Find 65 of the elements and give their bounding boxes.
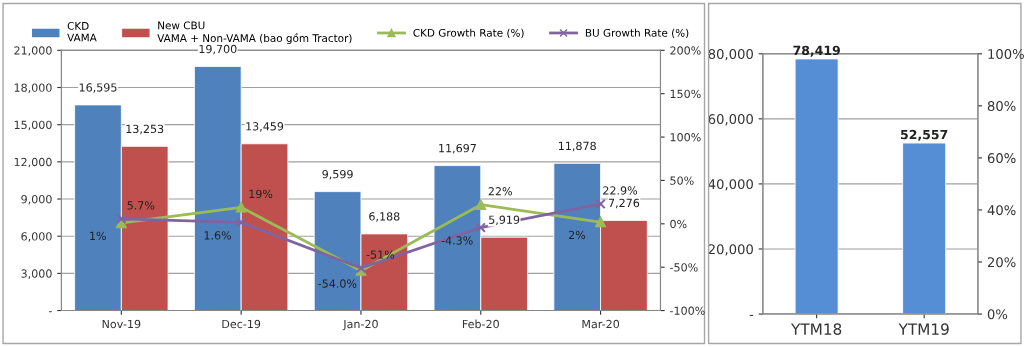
y-tick-label: 80,000 [708,49,753,61]
y-tick-label: 3,000 [21,269,52,279]
x-tick-label: YTM19 [898,323,949,335]
y2-tick-label: 50% [670,176,694,185]
y-tick-label: - [48,311,52,313]
x-tick-label: Feb-20 [462,319,499,329]
y2-tick-label: -100% [670,306,705,315]
data-label: 2% [568,230,586,240]
y-tick-label: - [749,314,754,316]
y-tick-label: 15,000 [14,120,52,131]
data-label: 11,697 [439,143,476,154]
point [235,217,247,228]
data-label: 11,878 [558,141,596,152]
data-label: 7,276 [608,198,640,209]
y-tick-label: 18,000 [14,83,52,94]
data-label: 1% [90,231,106,241]
y2-tick-label: 0% [987,309,1008,320]
data-label: 22% [488,187,512,196]
point [235,202,247,213]
y-tick-label: 12,000 [14,157,52,168]
x-tick-label: Mar-20 [582,319,620,329]
y-tick-label: 20,000 [708,244,753,256]
y2-tick-label: 150% [670,89,701,99]
y2-tick-label: 40% [987,205,1016,216]
y2-tick-label: 100% [988,49,1024,59]
data-label: 19,700 [199,44,237,55]
legend-label: New CBU VAMA + Non-VAMA (bao gồm Tractor) [157,21,352,45]
legend-label: CKD Growth Rate (%) [413,28,524,38]
y-tick-label: 6,000 [21,232,52,242]
data-label: -4.3% [441,236,473,245]
point [595,198,606,210]
x-tick-label: YTM18 [790,323,842,335]
legend-label: CKD VAMA [67,21,97,42]
y-tick-label: 9,000 [21,195,52,205]
data-label: 5,919 [489,215,520,226]
legend-label: BU Growth Rate (%) [585,28,689,38]
y-tick-label: 40,000 [708,179,753,191]
data-label: -54.0% [318,279,357,288]
data-label: 5.7% [127,201,155,210]
y2-tick-label: 100% [670,133,701,142]
data-label: 13,253 [126,124,164,135]
data-label: 13,459 [246,122,284,132]
data-label: 1.6% [204,231,232,240]
y-tick-label: 60,000 [708,114,753,126]
y2-tick-label: 0% [670,219,687,229]
point [116,213,127,225]
point [595,216,606,228]
y2-tick-label: -50% [670,263,698,272]
point [475,222,486,233]
y2-tick-label: 200% [670,46,701,55]
data-label: 52,557 [901,129,948,141]
y2-tick-label: 80% [987,101,1016,112]
data-label: 6,188 [369,212,400,222]
x-tick-label: Dec-19 [222,319,261,329]
y-tick-label: 21,000 [14,46,52,56]
x-tick-label: Jan-20 [342,319,378,331]
point [475,199,486,210]
y2-tick-label: 20% [987,257,1016,268]
data-label: 19% [249,189,273,199]
data-label: 22.9% [603,186,638,195]
x-tick-label: Nov-19 [102,319,141,329]
data-label: 16,595 [79,83,117,93]
data-label: 9,599 [322,169,353,180]
y2-tick-label: 60% [987,153,1016,164]
data-label: 78,419 [793,45,840,57]
